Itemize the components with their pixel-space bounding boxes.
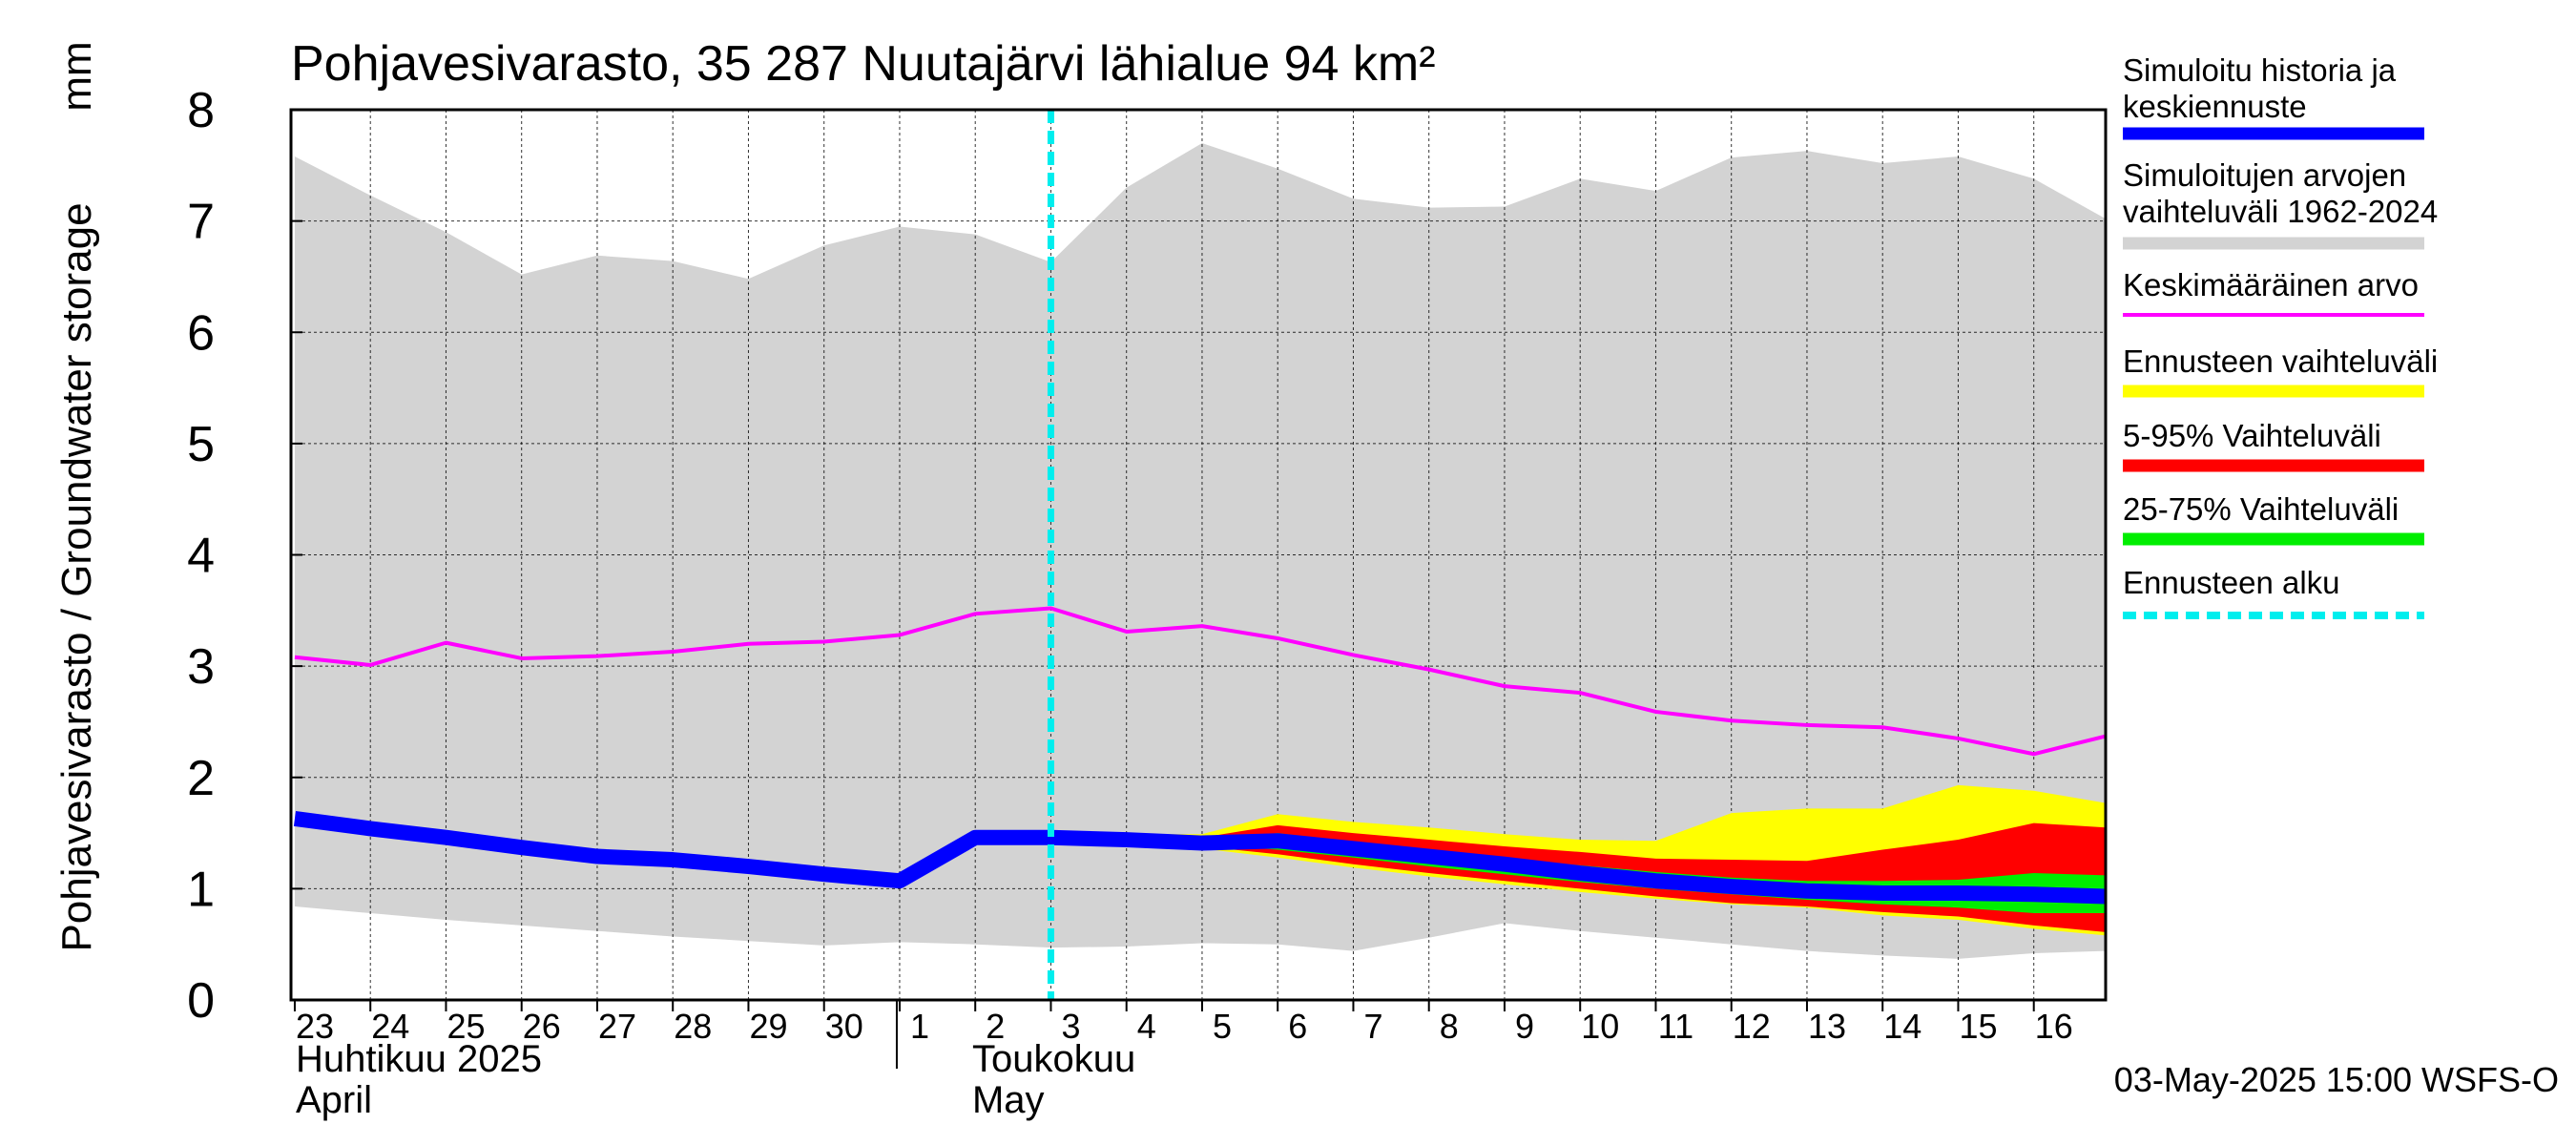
month-label-en: April	[296, 1079, 372, 1121]
chart-title: Pohjavesivarasto, 35 287 Nuutajärvi lähi…	[291, 36, 1436, 92]
legend-label-range: vaihteluväli 1962-2024	[2123, 194, 2438, 229]
y-tick-label: 5	[187, 417, 215, 472]
legend-label-mean: Keskimääräinen arvo	[2123, 267, 2419, 302]
median-forecast-line	[1050, 829, 2107, 905]
mean-line	[294, 606, 2107, 757]
x-tick-label: 6	[1288, 1007, 1307, 1046]
legend-label-forecast_start: Ennusteen alku	[2123, 565, 2340, 600]
x-tick-label: 9	[1515, 1007, 1534, 1046]
x-tick-label: 28	[674, 1007, 712, 1046]
history-line	[293, 810, 1051, 889]
x-tick-label: 23	[296, 1007, 334, 1046]
month-label-en: May	[972, 1079, 1045, 1121]
x-tick-label: 26	[523, 1007, 561, 1046]
x-tick-label: 13	[1808, 1007, 1846, 1046]
legend-label-history: Simuloitu historia ja	[2123, 52, 2397, 88]
y-axis-unit: mm	[53, 41, 100, 111]
legend-label-forecast_range: Ennusteen vaihteluväli	[2123, 344, 2438, 379]
x-tick-label: 24	[371, 1007, 409, 1046]
x-tick-label: 1	[910, 1007, 929, 1046]
x-tick-label: 29	[749, 1007, 787, 1046]
x-tick-label: 25	[447, 1007, 485, 1046]
x-tick-label: 14	[1883, 1007, 1922, 1046]
x-tick-label: 4	[1137, 1007, 1156, 1046]
x-tick-label: 3	[1061, 1007, 1080, 1046]
y-tick-label: 3	[187, 639, 215, 695]
legend-label-p25_75: 25-75% Vaihteluväli	[2123, 491, 2399, 527]
footer-timestamp: 03-May-2025 15:00 WSFS-O	[2114, 1060, 2559, 1099]
x-tick-label: 30	[825, 1007, 863, 1046]
y-tick-label: 7	[187, 195, 215, 250]
x-tick-label: 10	[1581, 1007, 1619, 1046]
month-label-fi: Huhtikuu 2025	[296, 1038, 542, 1080]
y-tick-label: 6	[187, 305, 215, 361]
x-tick-label: 27	[598, 1007, 636, 1046]
y-axis-label: Pohjavesivarasto / Groundwater storage	[53, 202, 100, 951]
x-tick-label: 7	[1363, 1007, 1382, 1046]
x-tick-label: 2	[986, 1007, 1005, 1046]
x-tick-label: 15	[1959, 1007, 1997, 1046]
y-tick-label: 4	[187, 529, 215, 584]
month-label-fi: Toukokuu	[972, 1038, 1135, 1080]
x-tick-label: 11	[1658, 1007, 1693, 1046]
legend-label-p5_95: 5-95% Vaihteluväli	[2123, 418, 2381, 453]
y-tick-label: 1	[187, 862, 215, 917]
legend-label-history: keskiennuste	[2123, 89, 2307, 124]
y-tick-label: 2	[187, 751, 215, 806]
x-tick-label: 12	[1733, 1007, 1771, 1046]
simulated-range-band	[294, 142, 2106, 959]
x-tick-label: 5	[1213, 1007, 1232, 1046]
y-tick-label: 8	[187, 83, 215, 138]
x-tick-label: 16	[2035, 1007, 2073, 1046]
x-tick-label: 8	[1440, 1007, 1459, 1046]
legend-label-range: Simuloitujen arvojen	[2123, 157, 2406, 193]
y-tick-label: 0	[187, 973, 215, 1029]
